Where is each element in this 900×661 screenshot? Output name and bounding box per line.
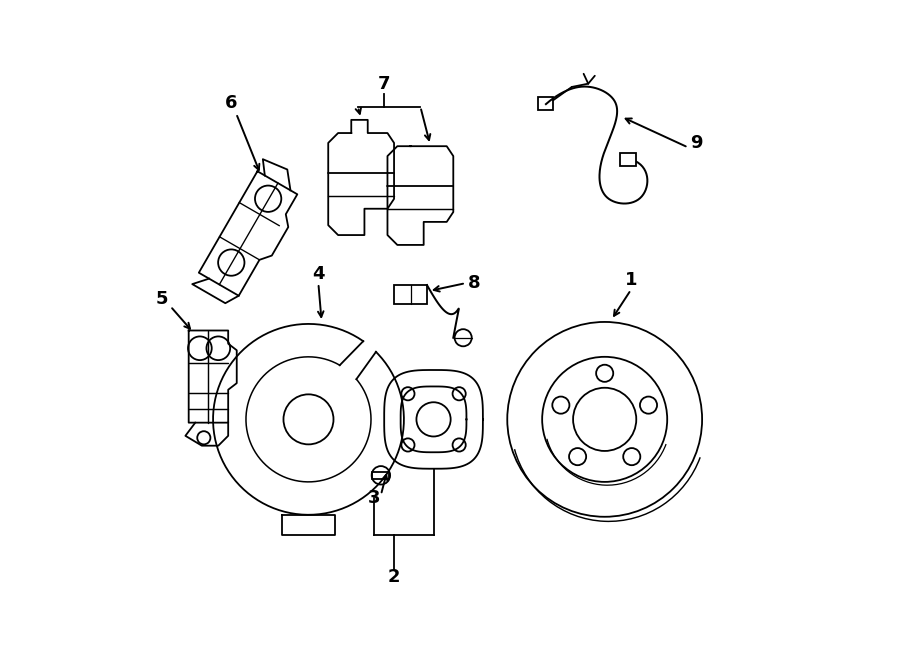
Text: 3: 3 [368,489,381,508]
Text: 7: 7 [378,75,391,93]
Text: 2: 2 [388,568,400,586]
FancyBboxPatch shape [394,285,427,303]
Text: 9: 9 [690,134,703,152]
FancyBboxPatch shape [620,153,635,166]
Text: 4: 4 [312,265,325,283]
Text: 6: 6 [225,95,238,112]
Text: 8: 8 [468,274,481,292]
FancyBboxPatch shape [537,97,554,110]
Text: 1: 1 [625,272,637,290]
Text: 5: 5 [156,290,168,308]
